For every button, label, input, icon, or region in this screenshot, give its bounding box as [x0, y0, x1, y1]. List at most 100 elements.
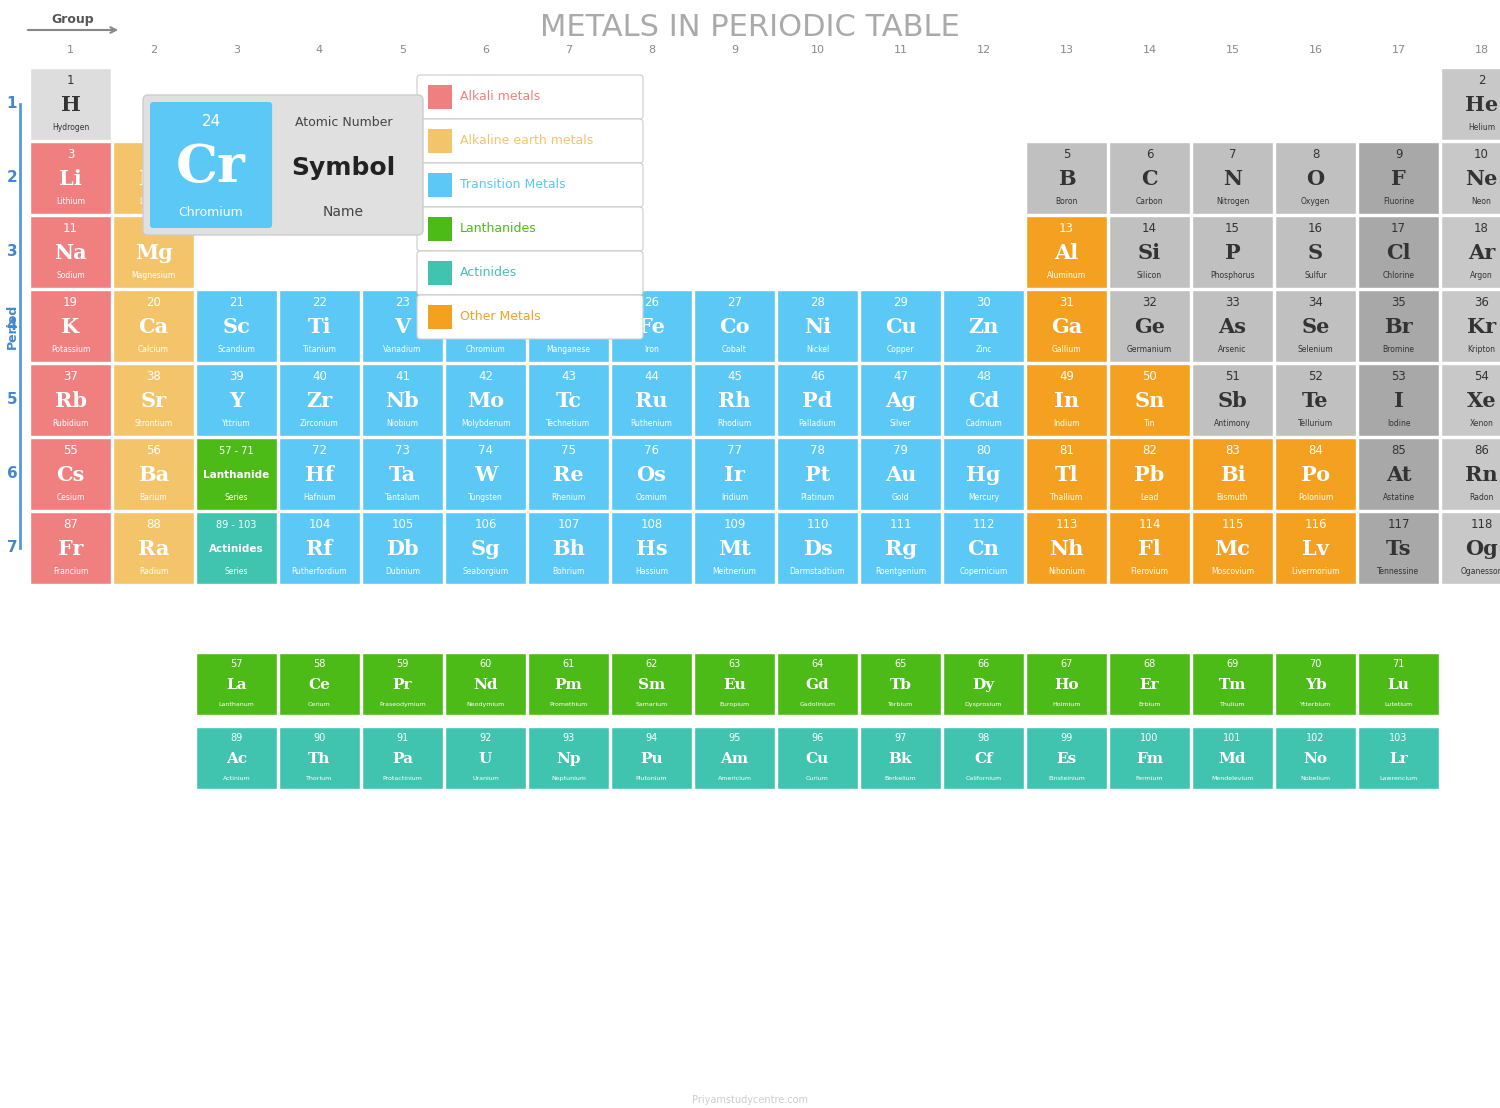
Text: Period: Period [6, 304, 18, 349]
Bar [1358, 142, 1438, 214]
FancyBboxPatch shape [417, 119, 644, 163]
Text: 116: 116 [1304, 519, 1326, 532]
Text: Iron: Iron [644, 346, 658, 355]
Bar [859, 290, 940, 362]
Text: 104: 104 [309, 519, 330, 532]
Bar [694, 512, 776, 584]
Text: Cu: Cu [806, 752, 830, 766]
Text: Ruthenium: Ruthenium [630, 419, 672, 429]
Text: Hs: Hs [636, 540, 668, 560]
Text: Sg: Sg [471, 540, 501, 560]
Text: Ce: Ce [309, 678, 330, 692]
Text: Al: Al [1054, 244, 1078, 264]
Text: 77: 77 [728, 444, 742, 458]
Text: 58: 58 [314, 659, 326, 669]
Bar [1108, 727, 1190, 789]
Bar [1275, 727, 1356, 789]
Text: Indium: Indium [1053, 419, 1080, 429]
Text: 27: 27 [728, 297, 742, 309]
Text: Na: Na [54, 244, 87, 264]
FancyBboxPatch shape [417, 252, 644, 295]
Text: Tungsten: Tungsten [468, 493, 502, 502]
Text: 4: 4 [6, 318, 18, 334]
Bar [1442, 142, 1500, 214]
Bar [446, 438, 526, 510]
Text: 41: 41 [394, 370, 410, 383]
Text: Ru: Ru [636, 391, 668, 411]
Text: 44: 44 [644, 370, 658, 383]
Text: 31: 31 [1059, 297, 1074, 309]
Bar [694, 727, 776, 789]
Bar [30, 216, 111, 288]
Text: Lv: Lv [1302, 540, 1329, 560]
Text: Americium: Americium [717, 776, 752, 781]
Bar [1358, 365, 1438, 437]
Text: 54: 54 [1474, 370, 1490, 383]
Text: Rh: Rh [718, 391, 752, 411]
Text: Chlorine: Chlorine [1383, 271, 1414, 280]
Text: 18: 18 [1474, 45, 1488, 55]
Text: Be: Be [138, 170, 170, 189]
Text: H: H [60, 95, 81, 115]
Text: Db: Db [386, 540, 418, 560]
Text: Nb: Nb [386, 391, 420, 411]
Text: Hg: Hg [966, 465, 1000, 485]
Bar [362, 512, 442, 584]
Bar [279, 727, 360, 789]
Text: 45: 45 [728, 370, 742, 383]
Text: Pt: Pt [806, 465, 830, 485]
Text: 29: 29 [892, 297, 908, 309]
Bar [777, 727, 858, 789]
Text: 15: 15 [1226, 223, 1240, 236]
Text: Zinc: Zinc [975, 346, 992, 355]
Text: P: P [1224, 244, 1240, 264]
Text: Rhodium: Rhodium [717, 419, 752, 429]
Text: F: F [1390, 170, 1406, 189]
Text: Np: Np [556, 752, 580, 766]
Text: Xe: Xe [1467, 391, 1497, 411]
Text: 48: 48 [976, 370, 992, 383]
Bar [1192, 727, 1274, 789]
Text: 107: 107 [558, 519, 579, 532]
Bar [196, 653, 278, 716]
Text: Actinides: Actinides [209, 544, 264, 554]
Text: 57: 57 [231, 659, 243, 669]
Text: 91: 91 [396, 732, 408, 742]
Text: Hafnium: Hafnium [303, 493, 336, 502]
Text: Arsenic: Arsenic [1218, 346, 1246, 355]
Text: 113: 113 [1056, 519, 1077, 532]
Text: Gallium: Gallium [1052, 346, 1082, 355]
Text: 25: 25 [561, 297, 576, 309]
Text: 6: 6 [482, 45, 489, 55]
Text: Cr: Cr [471, 317, 500, 338]
Text: 86: 86 [1474, 444, 1490, 458]
Text: Iridium: Iridium [722, 493, 748, 502]
Bar [694, 653, 776, 716]
Text: 24: 24 [201, 114, 220, 130]
Bar [1026, 290, 1107, 362]
Text: 2: 2 [1478, 74, 1485, 88]
Text: B: B [1058, 170, 1076, 189]
Text: Nitrogen: Nitrogen [1216, 197, 1249, 206]
Text: 7: 7 [566, 45, 572, 55]
Text: 50: 50 [1142, 370, 1156, 383]
Bar [196, 512, 278, 584]
Text: 7: 7 [1228, 148, 1236, 162]
Text: Lu: Lu [1388, 678, 1410, 692]
Text: Rg: Rg [885, 540, 916, 560]
Text: Sodium: Sodium [56, 271, 86, 280]
Text: 68: 68 [1143, 659, 1155, 669]
Text: V: V [394, 317, 411, 338]
Text: 18: 18 [1474, 223, 1490, 236]
Text: 92: 92 [480, 732, 492, 742]
Text: Palladium: Palladium [798, 419, 837, 429]
Text: Tc: Tc [555, 391, 582, 411]
Text: Cf: Cf [974, 752, 993, 766]
Text: Livermorium: Livermorium [1292, 567, 1340, 576]
Text: Transition Metals: Transition Metals [460, 178, 566, 192]
Bar [362, 365, 442, 437]
Text: 11: 11 [894, 45, 908, 55]
Bar [528, 290, 609, 362]
Bar [694, 290, 776, 362]
Text: Pm: Pm [555, 678, 582, 692]
